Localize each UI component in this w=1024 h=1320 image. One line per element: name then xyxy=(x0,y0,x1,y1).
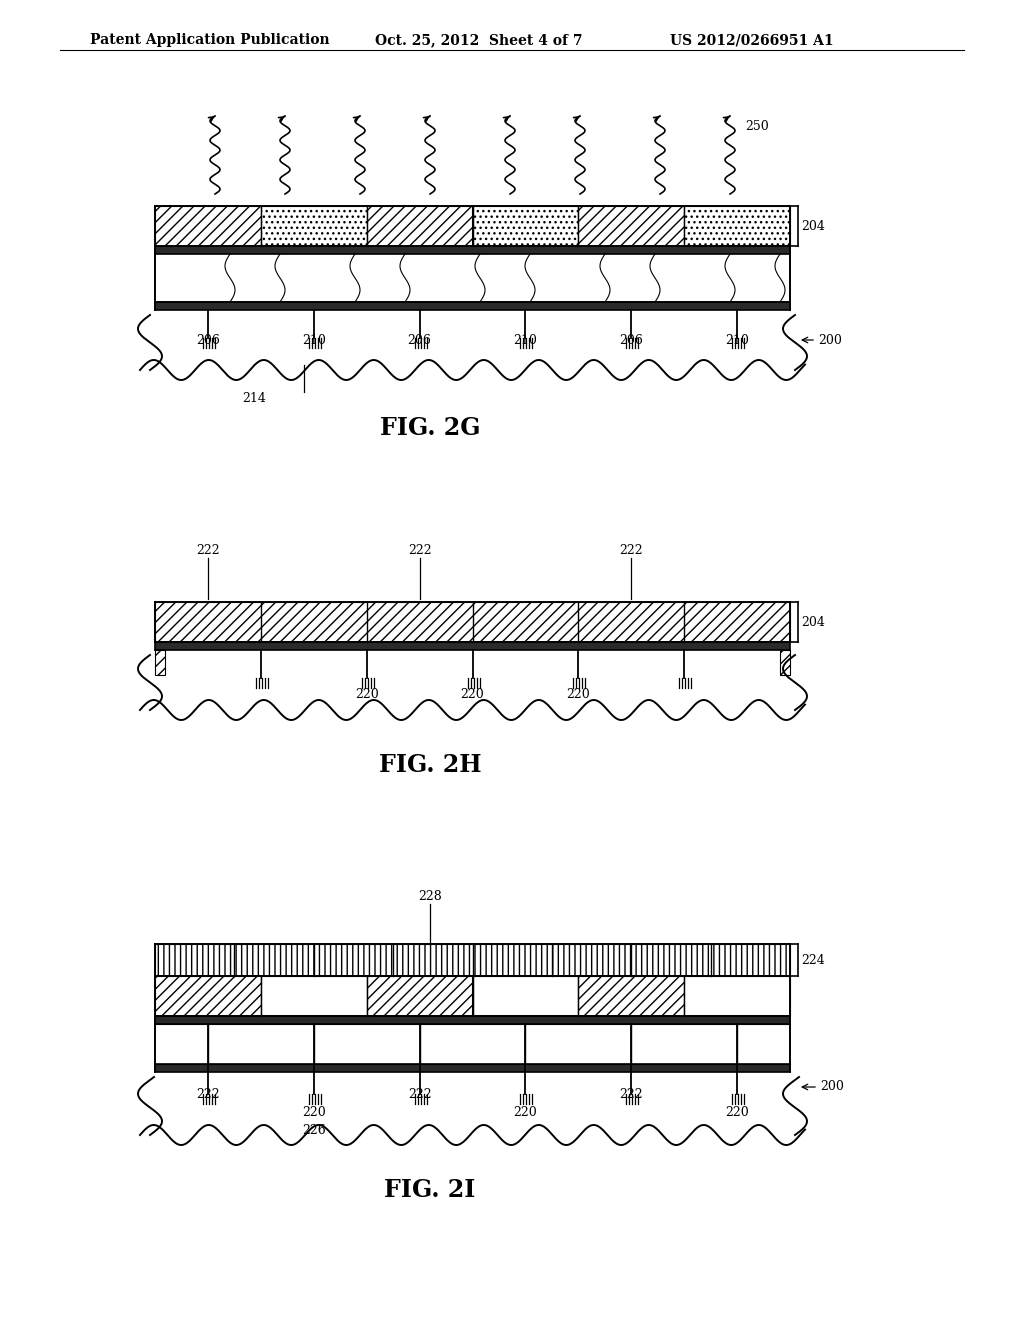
Text: 222: 222 xyxy=(620,1088,643,1101)
Text: 200: 200 xyxy=(818,334,842,346)
Bar xyxy=(261,975,367,1016)
Bar xyxy=(155,642,790,649)
Text: 222: 222 xyxy=(620,544,643,557)
Bar xyxy=(261,206,367,246)
Text: 204: 204 xyxy=(801,615,825,628)
Bar xyxy=(367,975,472,1016)
Text: 206: 206 xyxy=(620,334,643,346)
Text: 220: 220 xyxy=(725,1106,749,1118)
Text: 210: 210 xyxy=(725,334,749,346)
Text: 204: 204 xyxy=(801,219,825,232)
Bar xyxy=(579,206,684,246)
Bar xyxy=(155,302,790,310)
Bar xyxy=(780,649,790,675)
Text: 222: 222 xyxy=(197,544,220,557)
Text: Oct. 25, 2012  Sheet 4 of 7: Oct. 25, 2012 Sheet 4 of 7 xyxy=(375,33,583,48)
Text: 220: 220 xyxy=(302,1106,326,1118)
Text: 220: 220 xyxy=(354,689,379,701)
Text: 228: 228 xyxy=(418,890,442,903)
Text: 222: 222 xyxy=(408,1088,431,1101)
Bar xyxy=(155,602,790,642)
Text: 200: 200 xyxy=(820,1081,844,1093)
Text: 220: 220 xyxy=(461,689,484,701)
Text: US 2012/0266951 A1: US 2012/0266951 A1 xyxy=(670,33,834,48)
Text: FIG. 2H: FIG. 2H xyxy=(379,752,481,777)
Bar xyxy=(155,1064,790,1072)
Bar xyxy=(155,253,790,302)
Text: 220: 220 xyxy=(566,689,590,701)
Text: FIG. 2I: FIG. 2I xyxy=(384,1177,476,1203)
Text: 220: 220 xyxy=(514,1106,538,1118)
Bar xyxy=(155,944,790,975)
Text: FIG. 2G: FIG. 2G xyxy=(380,416,480,440)
Bar xyxy=(155,1024,790,1064)
Bar xyxy=(472,206,579,246)
Text: 210: 210 xyxy=(302,334,326,346)
Text: 210: 210 xyxy=(513,334,538,346)
Bar xyxy=(579,975,684,1016)
Bar xyxy=(684,206,790,246)
Bar xyxy=(155,246,790,253)
Bar xyxy=(367,206,472,246)
Bar xyxy=(155,649,165,675)
Text: Patent Application Publication: Patent Application Publication xyxy=(90,33,330,48)
Bar xyxy=(155,1016,790,1024)
Text: 214: 214 xyxy=(242,392,265,404)
Text: 222: 222 xyxy=(408,544,431,557)
Text: 206: 206 xyxy=(408,334,431,346)
Text: 206: 206 xyxy=(196,334,220,346)
Bar xyxy=(684,975,790,1016)
Bar xyxy=(155,975,261,1016)
Bar xyxy=(155,206,261,246)
Text: 222: 222 xyxy=(197,1088,220,1101)
Text: 226: 226 xyxy=(302,1123,326,1137)
Bar xyxy=(472,975,579,1016)
Text: 224: 224 xyxy=(801,953,824,966)
Text: 250: 250 xyxy=(745,120,769,132)
